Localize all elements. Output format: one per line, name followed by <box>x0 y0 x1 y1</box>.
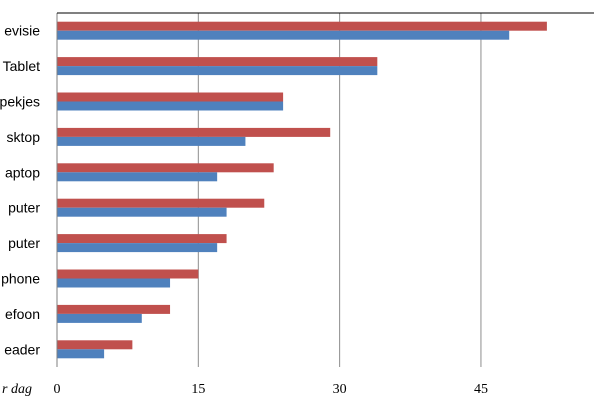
x-axis-label: r dag <box>2 382 32 397</box>
bar-series-1 <box>57 92 284 102</box>
bar-series-2 <box>57 172 218 182</box>
x-tick-label: 0 <box>54 382 61 397</box>
bar-series-1 <box>57 57 378 67</box>
bar-series-1 <box>57 127 331 137</box>
category-labels: evisie Tablet pekjes sktop aptop puter puter ph… <box>0 23 40 358</box>
category-label: phone <box>1 271 40 287</box>
category-label: evisie <box>4 23 40 39</box>
category-label: puter <box>8 235 40 251</box>
x-tick-label: 30 <box>333 382 347 397</box>
bar-series-1 <box>57 340 133 350</box>
bar-series-2 <box>57 66 378 76</box>
bar-series-2 <box>57 349 105 359</box>
bar-series-1 <box>57 234 227 244</box>
bars <box>57 21 547 359</box>
bar-series-1 <box>57 304 171 314</box>
category-label: efoon <box>5 306 40 322</box>
category-label: puter <box>8 200 40 216</box>
x-tick-label: 45 <box>474 382 488 397</box>
bar-series-1 <box>57 198 265 208</box>
bar-series-1 <box>57 21 547 31</box>
bar-series-2 <box>57 243 218 253</box>
bar-series-2 <box>57 278 171 288</box>
category-label: sktop <box>7 129 41 145</box>
bar-series-2 <box>57 207 227 217</box>
bar-series-2 <box>57 136 246 146</box>
bar-series-2 <box>57 313 142 323</box>
category-label: Tablet <box>3 58 40 74</box>
bar-series-1 <box>57 269 199 279</box>
category-label: eader <box>4 341 40 357</box>
x-tick-labels: 0 15 30 45 <box>54 382 488 397</box>
category-label: pekjes <box>0 94 40 110</box>
bar-series-2 <box>57 101 284 111</box>
bar-series-1 <box>57 163 274 173</box>
category-label: aptop <box>5 164 40 180</box>
x-tick-label: 15 <box>191 382 205 397</box>
bar-series-2 <box>57 30 510 40</box>
